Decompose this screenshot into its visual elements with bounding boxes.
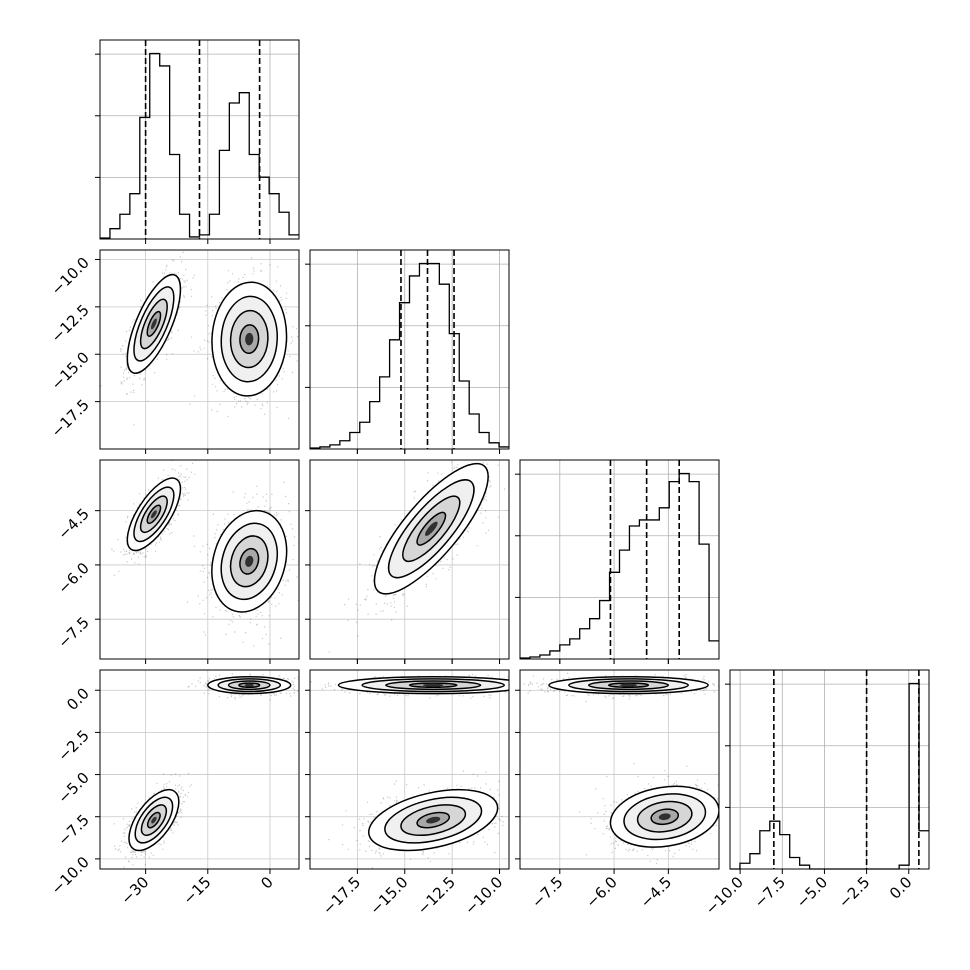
density-panel-p2-p3 — [504, 670, 753, 869]
x-tick-label: −15.0 — [366, 873, 411, 918]
y-tick-label: −2.5 — [54, 726, 92, 764]
hist-panel-p1 — [305, 250, 509, 449]
y-tick-label: −4.5 — [54, 505, 92, 543]
y-axis-p2: −7.5 −6.0 −4.5 — [54, 505, 100, 652]
hist-step-p1 — [310, 264, 509, 448]
hist-step-p2 — [520, 474, 719, 658]
y-tick-label: −17.5 — [48, 396, 93, 441]
x-tick-label: −7.5 — [528, 873, 566, 911]
y-tick-label: −10.0 — [48, 254, 93, 299]
mode-cluster — [188, 669, 317, 701]
x-tick-label: −15 — [180, 873, 215, 908]
y-axis-p1: −17.5−15.0−12.5−10.0 — [48, 254, 100, 441]
mode-cluster — [280, 674, 579, 699]
x-axis-p2: −7.5 −6.0 −4.5 — [528, 869, 675, 912]
x-axis-p1: −17.5 −15.0 −12.5 −10.0 — [319, 869, 506, 918]
hist-step-p3 — [730, 684, 929, 869]
mode-cluster — [504, 673, 749, 702]
x-tick-label: −30 — [117, 873, 152, 908]
density-panel-p0-p1 — [100, 235, 310, 449]
density-contour — [245, 684, 254, 687]
x-tick-label: −2.5 — [835, 873, 873, 911]
x-tick-label: −10.0 — [702, 873, 747, 918]
x-axis-p0: −30 −15 0 — [117, 869, 276, 908]
x-axis-p3: −10.0 −7.5 −5.0 −2.5 0.0 — [702, 869, 916, 918]
x-tick-label: 0.0 — [886, 873, 916, 903]
y-tick-label: 0.0 — [63, 684, 93, 714]
x-tick-label: −4.5 — [637, 873, 675, 911]
density-panel-p1-p3 — [280, 670, 579, 873]
density-contour — [423, 684, 444, 687]
density-contour — [620, 684, 638, 687]
y-tick-label: −15.0 — [48, 348, 93, 393]
mode-cluster — [187, 482, 299, 647]
y-tick-label: −6.0 — [54, 559, 92, 597]
mode-cluster — [579, 763, 754, 864]
y-tick-label: −7.5 — [54, 811, 92, 849]
x-tick-label: −17.5 — [319, 873, 364, 918]
hist-panel-p2 — [515, 460, 719, 659]
hist-panel-p0 — [95, 40, 299, 239]
y-tick-label: −7.5 — [54, 613, 92, 651]
mode-cluster — [100, 235, 195, 426]
x-tick-label: −10.0 — [461, 873, 506, 918]
x-tick-label: −12.5 — [414, 873, 459, 918]
mode-cluster — [329, 437, 526, 653]
y-tick-label: −5.0 — [54, 769, 92, 807]
mode-cluster — [114, 773, 192, 871]
x-tick-label: −5.0 — [793, 873, 831, 911]
y-tick-label: −10.0 — [48, 853, 93, 898]
hist-panel-p3 — [725, 670, 929, 869]
x-tick-label: −7.5 — [751, 873, 789, 911]
x-tick-label: 0 — [257, 873, 276, 892]
mode-cluster — [111, 440, 203, 576]
density-panel-p0-p3 — [100, 669, 317, 870]
y-axis-p3: −10.0 −7.5 −5.0 −2.5 0.0 — [48, 684, 100, 898]
x-tick-label: −6.0 — [582, 873, 620, 911]
y-tick-label: −12.5 — [48, 301, 93, 346]
density-panel-p1-p2 — [310, 437, 525, 659]
density-panel-p0-p2 — [100, 440, 299, 659]
